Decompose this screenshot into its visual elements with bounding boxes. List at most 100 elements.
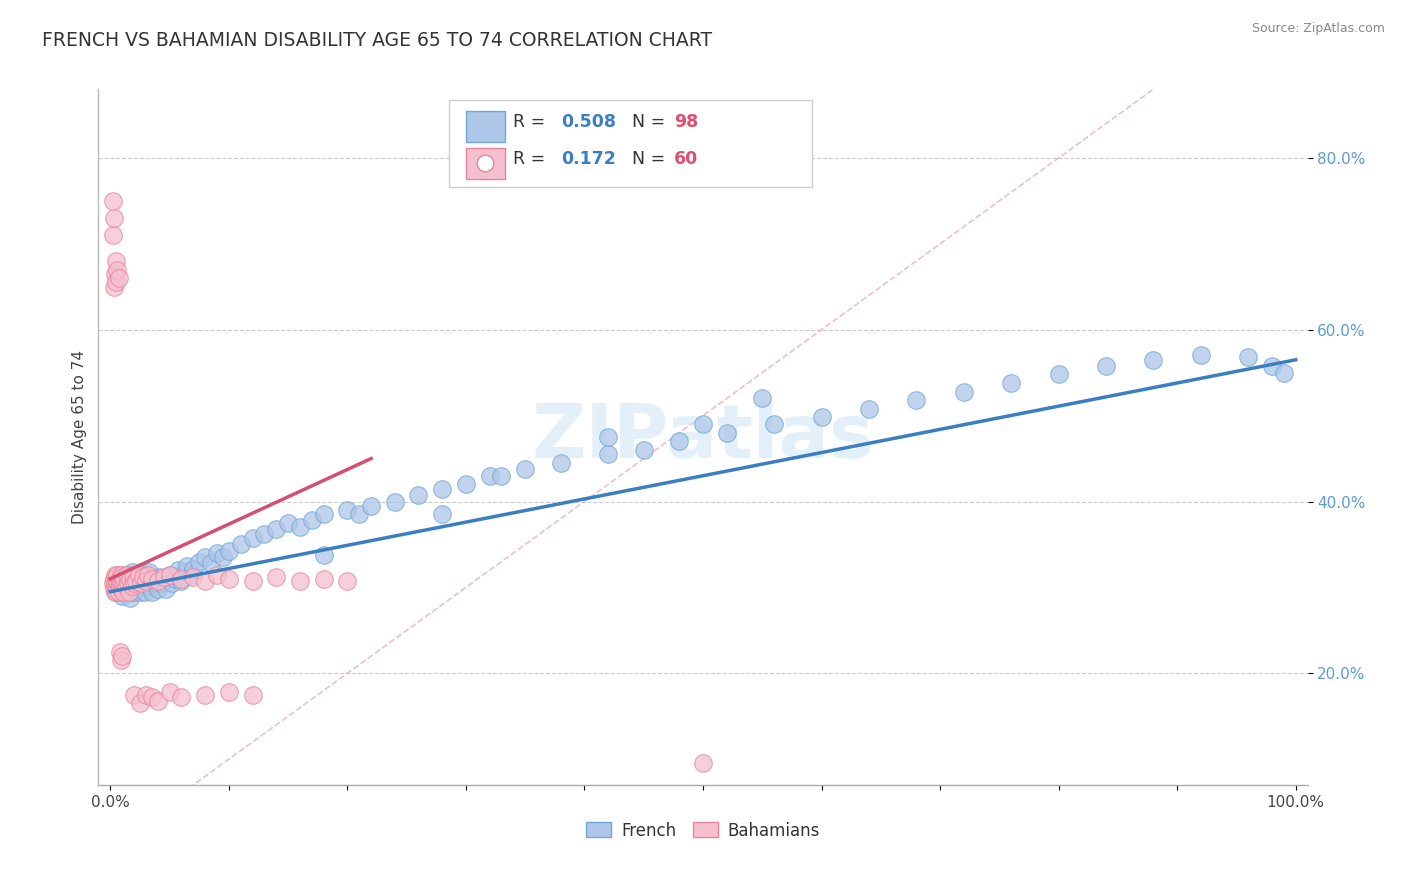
Point [200, 557, 222, 571]
Point [105, 576, 128, 591]
Text: N =: N = [631, 150, 671, 168]
Point [128, 581, 150, 595]
Text: N =: N = [631, 112, 671, 131]
Point [141, 690, 163, 705]
Point [253, 527, 276, 541]
Point [242, 688, 264, 702]
Point [122, 576, 145, 591]
Point [108, 572, 131, 586]
Point [598, 447, 620, 461]
Point [1142, 352, 1164, 367]
Text: FRENCH VS BAHAMIAN DISABILITY AGE 65 TO 74 CORRELATION CHART: FRENCH VS BAHAMIAN DISABILITY AGE 65 TO … [42, 31, 713, 50]
Point [264, 570, 287, 584]
Point [139, 576, 162, 591]
Point [125, 574, 148, 588]
Point [138, 565, 160, 579]
Point [176, 558, 198, 573]
Point [125, 567, 148, 582]
Point [159, 567, 181, 582]
FancyBboxPatch shape [465, 112, 505, 142]
Point [288, 520, 311, 534]
Point [135, 574, 157, 588]
Point [188, 555, 211, 569]
Point [905, 393, 928, 408]
Point [108, 572, 131, 586]
Point [336, 574, 359, 588]
Point [550, 456, 572, 470]
Point [146, 574, 169, 588]
Point [515, 462, 537, 476]
Text: 0.172: 0.172 [561, 150, 616, 168]
Point [122, 584, 145, 599]
Point [491, 468, 513, 483]
Point [115, 567, 138, 582]
Point [143, 576, 166, 591]
Point [384, 494, 406, 508]
Point [136, 567, 159, 582]
Point [122, 574, 145, 588]
Point [105, 584, 128, 599]
Point [150, 576, 173, 591]
Point [103, 572, 125, 586]
Point [103, 211, 125, 225]
Point [129, 576, 152, 591]
Point [218, 572, 240, 586]
Point [104, 576, 127, 591]
Point [118, 584, 141, 599]
Point [312, 572, 335, 586]
Point [105, 254, 128, 268]
Point [111, 570, 134, 584]
Point [205, 567, 228, 582]
Point [118, 567, 141, 582]
Text: 0.508: 0.508 [561, 112, 616, 131]
FancyBboxPatch shape [449, 100, 811, 186]
Point [763, 417, 786, 432]
Point [105, 574, 128, 588]
Point [952, 384, 974, 399]
Point [716, 425, 738, 440]
Point [121, 584, 143, 599]
Point [105, 276, 128, 290]
Text: 98: 98 [673, 112, 699, 131]
Point [121, 579, 143, 593]
Point [131, 579, 153, 593]
Point [129, 565, 152, 579]
Text: 60: 60 [673, 150, 699, 168]
Point [242, 531, 264, 545]
Point [134, 584, 156, 599]
Point [105, 262, 128, 277]
Point [170, 572, 193, 586]
Point [101, 194, 124, 208]
Point [1000, 376, 1022, 390]
Point [408, 488, 430, 502]
Point [160, 576, 183, 591]
Point [478, 468, 501, 483]
Point [692, 756, 714, 771]
Point [205, 546, 228, 560]
Point [692, 417, 714, 432]
Point [132, 570, 155, 584]
Point [277, 516, 299, 530]
Point [105, 570, 128, 584]
Point [432, 508, 454, 522]
Point [105, 567, 128, 582]
Point [114, 572, 136, 586]
Point [598, 430, 620, 444]
Point [166, 563, 188, 577]
Point [105, 581, 128, 595]
Point [120, 591, 142, 605]
Point [180, 567, 202, 582]
Text: Source: ZipAtlas.com: Source: ZipAtlas.com [1251, 22, 1385, 36]
Point [194, 688, 217, 702]
Text: ZIPatlas: ZIPatlas [531, 401, 875, 474]
Point [108, 645, 131, 659]
Point [128, 567, 150, 582]
Point [1261, 359, 1284, 373]
Point [107, 579, 129, 593]
Point [159, 567, 181, 582]
Point [103, 582, 125, 596]
Point [115, 570, 138, 584]
Point [101, 228, 124, 243]
Point [1237, 350, 1260, 364]
Point [127, 572, 149, 586]
